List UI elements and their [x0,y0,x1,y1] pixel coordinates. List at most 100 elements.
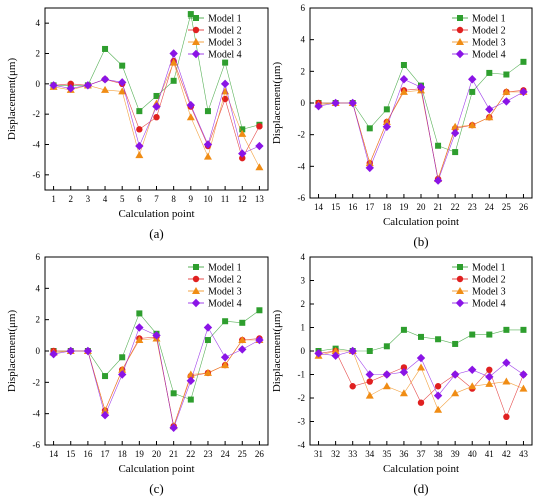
x-tick-label: 21 [169,449,178,459]
legend-marker [456,287,464,294]
data-point-model-4 [135,141,144,151]
x-tick-label: 10 [203,194,213,204]
data-point-model-1 [418,333,424,340]
legend-marker [192,275,200,283]
legend-label: Model 4 [208,50,242,61]
x-tick-label: 25 [238,449,248,459]
data-point-model-3 [203,152,212,160]
data-point-model-3 [101,85,110,93]
x-tick-label: 17 [101,449,111,459]
data-point-model-3 [468,382,477,390]
x-axis-label: Calculation point [118,463,194,475]
data-point-model-3 [399,87,408,95]
legend-marker [456,38,464,45]
data-point-model-1 [153,92,160,99]
data-point-model-2 [349,383,356,390]
data-point-model-2 [503,413,510,420]
legend-label: Model 1 [208,14,242,25]
data-point-model-3 [417,363,425,371]
data-point-model-3 [203,368,212,376]
data-point-model-3 [186,113,195,121]
legend-label: Model 2 [472,275,506,286]
data-point-model-4 [203,323,213,332]
data-point-model-4 [83,81,93,90]
data-point-model-3 [468,121,477,129]
data-point-model-4 [502,358,511,367]
data-point-model-1 [119,354,126,361]
data-point-model-4 [331,351,340,360]
legend-label: Model 3 [208,287,242,298]
data-point-model-3 [485,379,494,387]
series-line-model-4 [53,326,260,429]
data-point-model-4 [117,78,127,87]
x-tick-label: 19 [135,449,145,459]
x-tick-label: 9 [189,194,194,204]
data-point-model-1 [469,331,476,338]
data-point-model-3 [331,347,340,354]
data-point-model-2 [400,364,408,371]
data-point-model-4 [83,346,93,356]
data-point-model-1 [383,343,390,350]
x-tick-label: 33 [348,449,358,459]
data-point-model-4 [238,149,247,158]
data-point-model-4 [66,346,75,356]
data-point-model-1 [400,62,407,68]
data-point-model-2 [153,114,160,121]
data-point-model-3 [399,389,408,397]
x-tick-label: 36 [399,449,409,459]
data-point-model-3 [101,406,110,414]
legend-marker [192,38,200,45]
data-point-model-4 [468,75,477,84]
x-tick-label: 6 [137,194,142,204]
x-tick-label: 42 [502,449,511,459]
legend-marker [191,298,201,308]
legend-label: Model 1 [208,263,242,274]
x-tick-label: 39 [451,449,461,459]
y-tick-label: 4 [301,35,306,45]
data-point-model-1 [486,331,493,338]
data-point-model-4 [399,75,409,84]
data-point-model-3 [451,389,460,397]
data-point-model-1 [239,319,246,326]
x-tick-label: 15 [66,449,76,459]
y-tick-label: -1 [298,370,306,380]
y-tick-label: 4 [36,18,41,28]
data-point-model-4 [519,370,528,379]
legend-marker [456,275,464,283]
data-point-model-3 [118,87,127,95]
data-point-model-1 [187,11,194,18]
data-point-model-3 [118,365,127,373]
data-point-model-1 [256,307,263,314]
x-tick-label: 1 [51,194,56,204]
data-point-model-2 [239,154,246,162]
data-point-model-1 [503,71,510,78]
y-axis-label: Displacement(μm) [271,310,283,393]
x-tick-label: 31 [314,449,323,459]
data-point-model-2 [136,126,143,133]
y-tick-label: -4 [33,140,41,150]
data-point-model-4 [416,82,426,92]
x-tick-label: 3 [86,194,91,204]
x-tick-label: 21 [434,202,443,212]
legend-marker [457,264,463,270]
y-tick-label: -6 [298,193,306,203]
legend-marker [193,264,199,270]
data-point-model-1 [102,373,109,380]
panel-label: (d) [413,481,428,496]
data-point-model-4 [348,98,357,108]
data-point-model-3 [365,159,374,167]
data-point-model-4 [238,345,247,354]
y-tick-label: 0 [36,79,41,89]
data-point-model-3 [382,118,391,125]
legend-label: Model 2 [208,275,242,286]
data-point-model-1 [136,108,143,115]
data-point-model-1 [520,326,527,333]
data-point-model-2 [67,80,74,88]
x-tick-label: 16 [348,202,358,212]
y-axis-label: Displacement(μm) [6,58,18,141]
x-tick-label: 43 [519,449,529,459]
